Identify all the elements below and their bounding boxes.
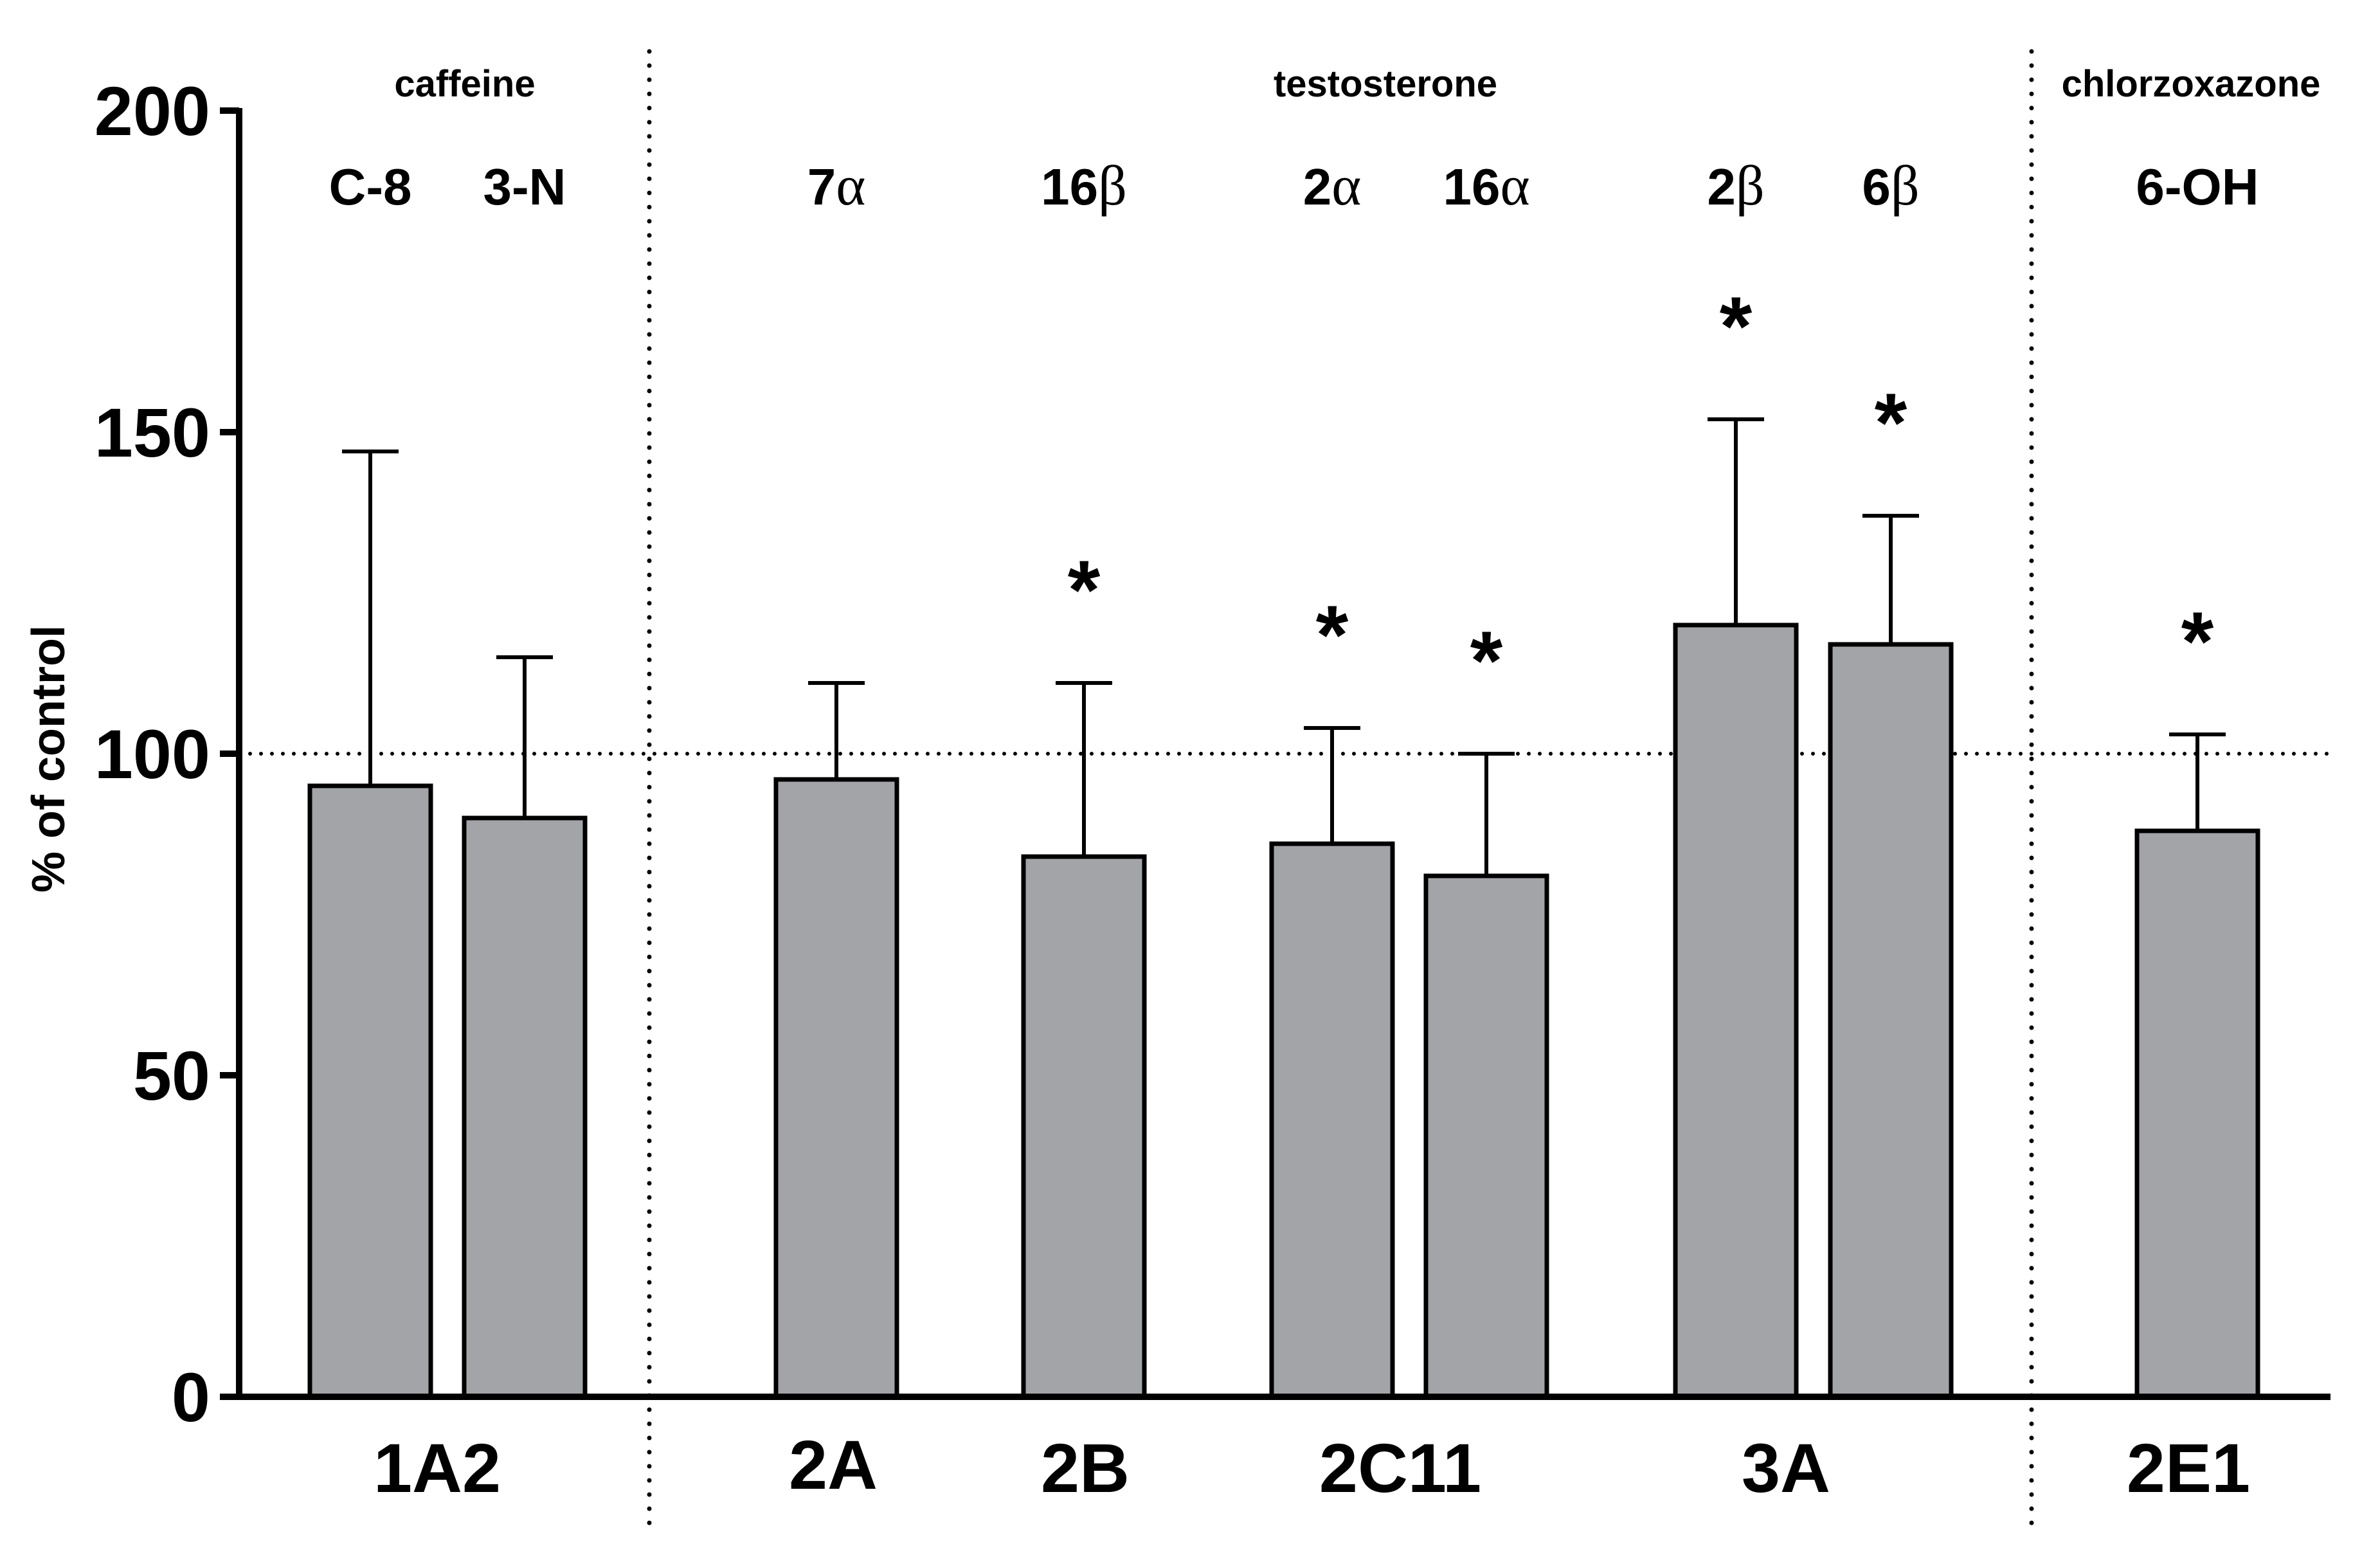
significance-marker-2α: * (1316, 588, 1349, 682)
significance-marker-16β: * (1068, 543, 1101, 637)
substrate-label-chlorzoxazone: chlorzoxazone (2062, 63, 2321, 105)
y-tick-label-150: 150 (95, 394, 210, 471)
group-label-3A: 3A (1742, 1429, 1830, 1507)
significance-marker-6β: * (1875, 376, 1907, 469)
y-tick-label-0: 0 (172, 1358, 210, 1436)
significance-marker-2β: * (1720, 279, 1753, 373)
y-tick-label-200: 200 (95, 72, 210, 150)
group-label-2A: 2A (789, 1426, 878, 1504)
metabolite-label-6β: 6β (1862, 155, 1919, 217)
metabolite-label-C-8: C-8 (329, 158, 412, 215)
group-label-1A2: 1A2 (374, 1429, 501, 1507)
group-label-2C11: 2C11 (1319, 1429, 1481, 1507)
metabolite-label-2β: 2β (1707, 155, 1764, 217)
significance-marker-16α: * (1470, 614, 1503, 707)
significance-marker-6-OH: * (2181, 594, 2214, 688)
bar-2β (1673, 623, 1799, 1399)
substrate-label-caffeine: caffeine (394, 63, 535, 105)
bar-7α (773, 777, 899, 1399)
bar-6-OH (2134, 828, 2260, 1399)
metabolite-label-7α: 7α (807, 155, 866, 217)
bar-16β (1021, 854, 1147, 1399)
metabolite-label-2α: 2α (1303, 155, 1362, 217)
metabolite-label-6-OH: 6-OH (2136, 158, 2258, 215)
substrate-label-testosterone: testosterone (1274, 63, 1497, 105)
y-tick-label-100: 100 (95, 715, 210, 793)
metabolite-label-16β: 16β (1041, 155, 1127, 217)
bar-16α (1423, 873, 1549, 1399)
group-label-2B: 2B (1041, 1429, 1130, 1507)
y-tick-label-50: 50 (133, 1037, 210, 1114)
group-label-2E1: 2E1 (2127, 1429, 2250, 1507)
metabolite-label-3-N: 3-N (483, 158, 566, 215)
metabolite-label-16α: 16α (1443, 155, 1529, 217)
bar-3-N (462, 815, 588, 1399)
bar-C-8 (307, 783, 433, 1399)
bar-2α (1269, 841, 1395, 1399)
y-axis-title: % of control (23, 625, 75, 893)
bar-6β (1828, 642, 1954, 1399)
